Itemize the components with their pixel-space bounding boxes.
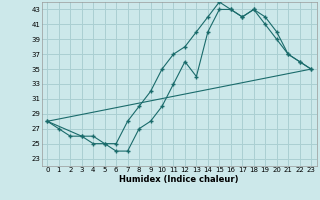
X-axis label: Humidex (Indice chaleur): Humidex (Indice chaleur) — [119, 175, 239, 184]
